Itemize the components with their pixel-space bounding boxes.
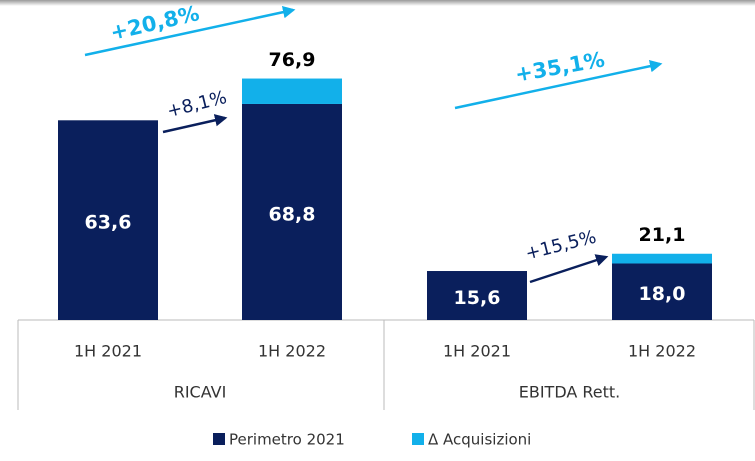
legend-swatch	[412, 433, 424, 445]
arrow	[454, 59, 663, 110]
x-tick-label: 1H 2022	[258, 342, 326, 361]
bar-segment	[612, 263, 712, 320]
value-label: 63,6	[85, 212, 132, 234]
bar-segment	[612, 253, 712, 264]
annotation: +8,1%	[165, 87, 229, 122]
x-tick-label: 1H 2021	[443, 342, 511, 361]
group-label: RICAVI	[174, 383, 227, 402]
value-label: 68,8	[269, 203, 316, 225]
total-label: 21,1	[639, 224, 686, 246]
group-label: EBITDA Rett.	[519, 383, 621, 402]
legend-label: Δ Acquisizioni	[428, 431, 531, 449]
bar-segment	[242, 78, 342, 104]
value-label: 18,0	[639, 283, 686, 305]
bar-segment	[242, 103, 342, 320]
arrow	[84, 6, 296, 57]
table-lines	[17, 319, 755, 410]
bar-segment	[427, 271, 527, 320]
top-shadow	[0, 0, 755, 6]
arrow	[162, 114, 228, 134]
annotation: +15,5%	[523, 227, 598, 265]
x-tick-label: 1H 2021	[74, 342, 142, 361]
arrow	[529, 254, 609, 284]
legend-swatch	[213, 433, 225, 445]
bar-segment	[58, 120, 158, 321]
annotation: +20,8%	[108, 1, 202, 45]
total-label: 76,9	[269, 49, 316, 71]
annotation: +35,1%	[513, 47, 606, 86]
legend-label: Perimetro 2021	[229, 431, 345, 449]
value-label: 15,6	[454, 287, 501, 309]
x-tick-label: 1H 2022	[628, 342, 696, 361]
